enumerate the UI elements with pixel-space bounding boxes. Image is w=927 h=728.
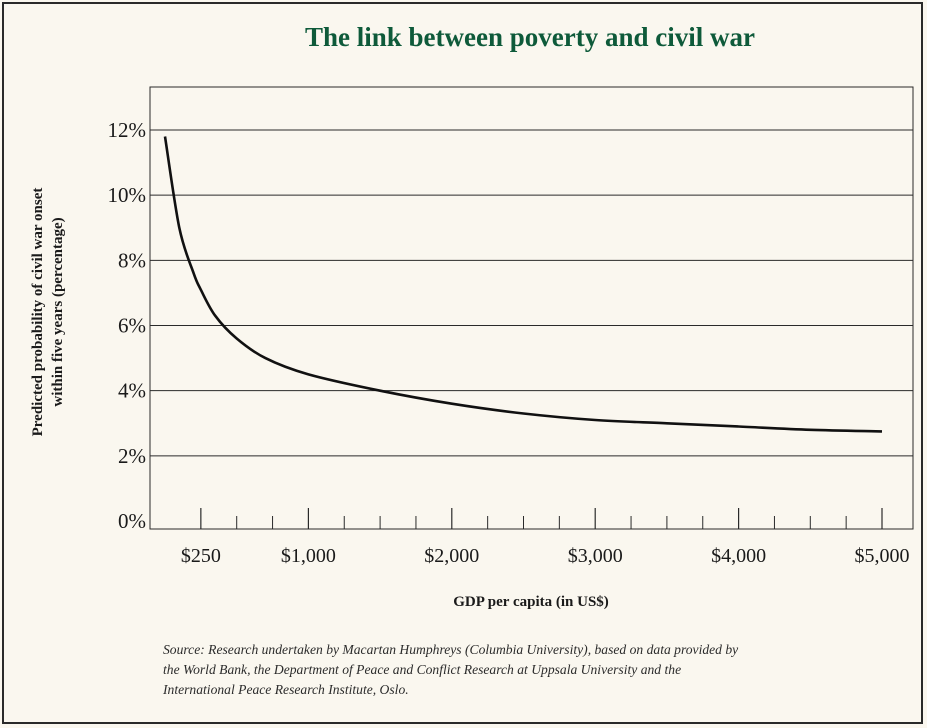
y-tick-label: 8% (118, 248, 146, 272)
y-axis-label-line-2: within five years (percentage) (50, 217, 66, 406)
source-line: International Peace Research Institute, … (163, 682, 409, 697)
x-tick-label: $1,000 (281, 545, 336, 567)
x-tick-label: $250 (181, 545, 221, 567)
x-tick-label: $2,000 (424, 545, 479, 567)
plot-area (149, 86, 914, 530)
x-tick-label: $5,000 (855, 545, 910, 567)
y-tick-label: 10% (108, 183, 147, 207)
y-tick-label: 2% (118, 444, 146, 468)
source-note: Source: Research undertaken by Macartan … (163, 640, 923, 700)
x-axis-label: GDP per capita (in US$) (453, 594, 609, 610)
y-axis-label-line-1: Predicted probability of civil war onset (30, 188, 46, 437)
y-tick-label: 6% (118, 314, 146, 338)
series-line (163, 136, 883, 433)
source-line: Source: Research undertaken by Macartan … (163, 642, 739, 657)
x-tick-label: $3,000 (568, 545, 623, 567)
y-tick-label: 12% (108, 118, 147, 142)
source-line: the World Bank, the Department of Peace … (163, 662, 682, 677)
x-tick-label: $4,000 (711, 545, 766, 567)
y-tick-label: 0% (118, 509, 146, 533)
chart-title: The link between poverty and civil war (305, 22, 755, 52)
y-tick-label: 4% (118, 379, 146, 403)
